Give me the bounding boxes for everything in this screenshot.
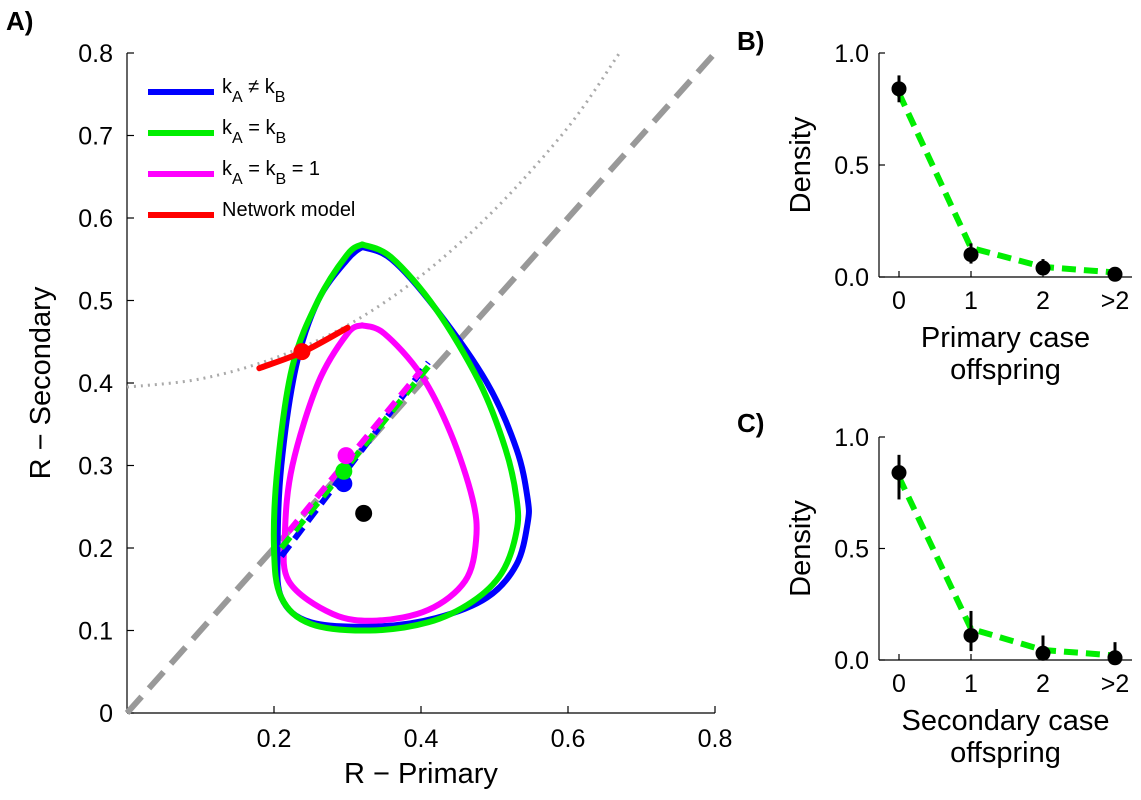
legend-entry-label: Network model: [222, 199, 355, 221]
y-tick-label-a: 0.5: [78, 288, 113, 316]
x-tick-label-a: 0.4: [404, 725, 439, 753]
panel-a: A) 0.2 0.4 0.6 0.8 0 0.1 0.2 0.3 0.4 0.5 0.6 0.7 0.8 R…: [6, 6, 732, 790]
legend-text-part: = 1: [286, 158, 320, 180]
y-tick-label-c: 1.0: [834, 424, 869, 452]
x-tick-label-a: 0.6: [551, 725, 586, 753]
x-tick-label-c: 2: [1036, 670, 1050, 698]
x-axis-label-c: offspring: [950, 737, 1061, 769]
y-tick-label-b: 1.0: [834, 40, 869, 68]
contour-line: [270, 241, 522, 634]
legend-text-part: ≠: [243, 76, 265, 98]
x-axis-label-b: offspring: [950, 354, 1061, 386]
y-tick-label-b: 0.0: [834, 264, 869, 292]
data-point: [293, 343, 311, 361]
x-axis-label-a: R − Primary: [344, 758, 498, 790]
legend-text-part: =: [243, 117, 266, 139]
y-tick-label-a: 0.3: [78, 453, 113, 481]
y-tick-label-a: 0.2: [78, 535, 113, 563]
data-point: [1107, 266, 1123, 282]
y-tick-label-a: 0.8: [78, 40, 113, 68]
legend-subscript: B: [275, 89, 286, 106]
x-axis-label-c: Secondary case: [902, 705, 1110, 737]
legend-text-part: k: [265, 76, 276, 98]
data-point: [1107, 650, 1123, 666]
data-point: [335, 475, 353, 493]
y-axis-label-b: Density: [785, 116, 817, 213]
legend-entry-label: kA = kB: [222, 117, 286, 147]
fit-line-b: [896, 92, 1116, 276]
y-tick-label-c: 0.0: [834, 647, 869, 675]
data-point: [1035, 260, 1051, 276]
data-point: [337, 447, 355, 465]
panel-b: B) 0.0 0.5 1.0 0 1 2 >2 Density Primary caseoffsp…: [737, 26, 1132, 386]
y-tick-label-a: 0.1: [78, 618, 113, 646]
identity-diagonal-line: [124, 51, 718, 715]
legend-text-part: =: [243, 158, 266, 180]
legend-text-part: k: [222, 117, 233, 139]
panel-label-c: C): [737, 408, 764, 438]
contour-line: [280, 322, 480, 624]
data-point: [963, 627, 979, 643]
y-tick-label-a: 0.4: [78, 370, 113, 398]
x-tick-label-b: 2: [1036, 287, 1050, 315]
x-tick-label-b: 1: [964, 287, 978, 315]
legend-text-part: k: [265, 158, 276, 180]
y-tick-label-a: 0.6: [78, 205, 113, 233]
data-point: [1035, 645, 1051, 661]
x-tick-label-c: 0: [892, 670, 906, 698]
data-point: [963, 247, 979, 263]
y-axis-label-a: R − Secondary: [25, 286, 57, 479]
legend-text-part: k: [222, 158, 233, 180]
data-point: [335, 462, 353, 480]
legend-text-part: k: [222, 76, 233, 98]
panel-label-a: A): [6, 6, 33, 36]
y-tick-label-b: 0.5: [834, 152, 869, 180]
y-tick-label-a: 0.7: [78, 123, 113, 151]
x-tick-label-c: >2: [1101, 670, 1130, 698]
x-tick-label-a: 0.8: [698, 725, 733, 753]
x-axis-label-b: Primary case: [921, 322, 1090, 354]
x-tick-label-b: 0: [892, 287, 906, 315]
y-axis-label-c: Density: [785, 500, 817, 597]
legend-text-part: k: [265, 117, 276, 139]
legend-entry-label: kA ≠ kB: [222, 76, 285, 106]
dashed-fit-line: [286, 368, 424, 534]
dotted-curve: [126, 52, 621, 389]
x-tick-label-c: 1: [964, 670, 978, 698]
panel-label-b: B): [737, 26, 764, 56]
data-point: [355, 504, 373, 522]
legend-subscript: A: [232, 89, 243, 106]
legend-subscript: B: [275, 171, 286, 188]
fit-line-c: [896, 475, 1116, 659]
x-tick-label-b: >2: [1101, 287, 1130, 315]
legend-entry-label: kA = kB = 1: [222, 158, 320, 188]
x-tick-label-a: 0.2: [257, 725, 292, 753]
panel-c: C) 0.0 0.5 1.0 0 1 2 >2 Density Secondary caseoff…: [737, 408, 1132, 769]
legend-subscript: B: [275, 130, 286, 147]
legend-subscript: A: [232, 171, 243, 188]
data-point: [891, 81, 907, 97]
dashed-fit-line: [278, 364, 431, 550]
y-tick-label-c: 0.5: [834, 536, 869, 564]
legend-subscript: A: [232, 130, 243, 147]
y-tick-label-a: 0: [99, 700, 113, 728]
data-point: [891, 465, 907, 481]
